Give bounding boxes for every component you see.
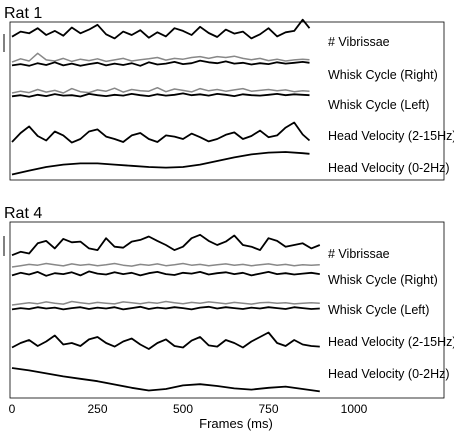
series-line-whisk-cycle-right [11, 262, 320, 268]
x-tick-label: 1000 [341, 402, 368, 416]
series-label-whisk-cycle-right: Whisk Cycle (Right) [328, 273, 438, 287]
panel-title-rat-4: Rat 4 [4, 205, 42, 222]
series-line-head-velocity-2-15hz [11, 331, 320, 350]
x-tick-label: 0 [9, 402, 16, 416]
series-label-whisk-cycle-left: Whisk Cycle (Left) [328, 98, 429, 112]
series-line-whisk-cycle-left [11, 92, 310, 98]
series-line--vibrissae [11, 18, 311, 40]
series-line-whisk-cycle-right [11, 52, 310, 63]
series-line-whisk-cycle-left [11, 86, 310, 94]
series-label-head-velocity-0-2hz: Head Velocity (0-2Hz) [328, 367, 450, 381]
series-label--vibrissae: # Vibrissae [328, 35, 390, 49]
series-label-head-velocity-2-15hz: Head Velocity (2-15Hz) [328, 335, 454, 349]
series-label-head-velocity-2-15hz: Head Velocity (2-15Hz) [328, 129, 454, 143]
x-tick-label: 500 [173, 402, 193, 416]
series-line-head-velocity-0-2hz [11, 367, 320, 393]
x-axis-label: Frames (ms) [199, 416, 273, 431]
series-line-head-velocity-0-2hz [11, 151, 310, 176]
series-label-head-velocity-0-2hz: Head Velocity (0-2Hz) [328, 161, 450, 175]
series-line-whisk-cycle-left [11, 305, 320, 311]
series-line-head-velocity-2-15hz [11, 121, 311, 144]
plot-area-rat-4: # Vibrissae Whisk Cycle (Right) Whisk Cycl… [11, 233, 454, 393]
panel-title-rat-1: Rat 1 [4, 5, 42, 22]
series-label-whisk-cycle-left: Whisk Cycle (Left) [328, 303, 429, 317]
x-tick-label: 750 [258, 402, 278, 416]
plot-area-rat-1: # Vibrissae Whisk Cycle (Right) Whisk Cycl… [11, 18, 454, 176]
series-line--vibrissae [11, 233, 321, 257]
panel-frame-rat-4 [9, 221, 445, 399]
series-line-whisk-cycle-left [11, 300, 320, 306]
panel-frame-rat-1 [9, 21, 445, 181]
x-axis-ticks: 0 250 500 750 1000 [9, 402, 368, 416]
series-label--vibrissae: # Vibrissae [328, 247, 390, 261]
series-line-whisk-cycle-right [11, 270, 320, 277]
series-line-whisk-cycle-right [11, 59, 310, 67]
x-tick-label: 250 [87, 402, 107, 416]
series-label-whisk-cycle-right: Whisk Cycle (Right) [328, 68, 438, 82]
